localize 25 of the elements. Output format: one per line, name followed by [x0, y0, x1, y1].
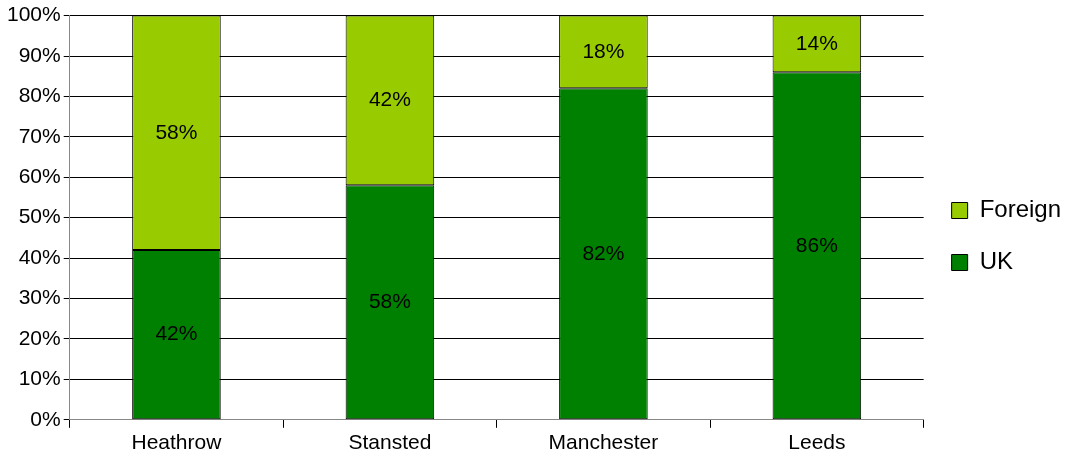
- y-tick-label: 60%: [18, 164, 61, 188]
- legend-label: Foreign: [979, 195, 1061, 223]
- x-tick-label: Stansted: [348, 430, 432, 454]
- data-label: 58%: [155, 119, 198, 143]
- data-label: 82%: [582, 240, 625, 264]
- y-tick-label: 10%: [18, 366, 61, 390]
- y-tick-label: 30%: [18, 285, 61, 309]
- data-label: 86%: [795, 232, 838, 256]
- data-label: 42%: [368, 87, 411, 111]
- x-tick-label: Leeds: [788, 430, 846, 454]
- y-tick-label: 100%: [6, 2, 61, 26]
- y-tick-label: 0%: [30, 406, 61, 430]
- y-tick-label: 90%: [18, 42, 61, 66]
- data-label: 42%: [155, 321, 198, 345]
- y-tick-label: 70%: [18, 123, 61, 147]
- x-tick-label: Heathrow: [131, 430, 223, 454]
- y-tick-label: 50%: [18, 204, 61, 228]
- data-label: 14%: [795, 30, 838, 54]
- data-label: 58%: [368, 289, 411, 313]
- y-tick-label: 80%: [18, 83, 61, 107]
- y-tick-label: 20%: [18, 325, 61, 349]
- y-tick-label: 40%: [18, 244, 61, 268]
- x-tick-label: Manchester: [548, 430, 659, 454]
- legend-label: UK: [979, 247, 1013, 275]
- data-label: 18%: [582, 38, 625, 62]
